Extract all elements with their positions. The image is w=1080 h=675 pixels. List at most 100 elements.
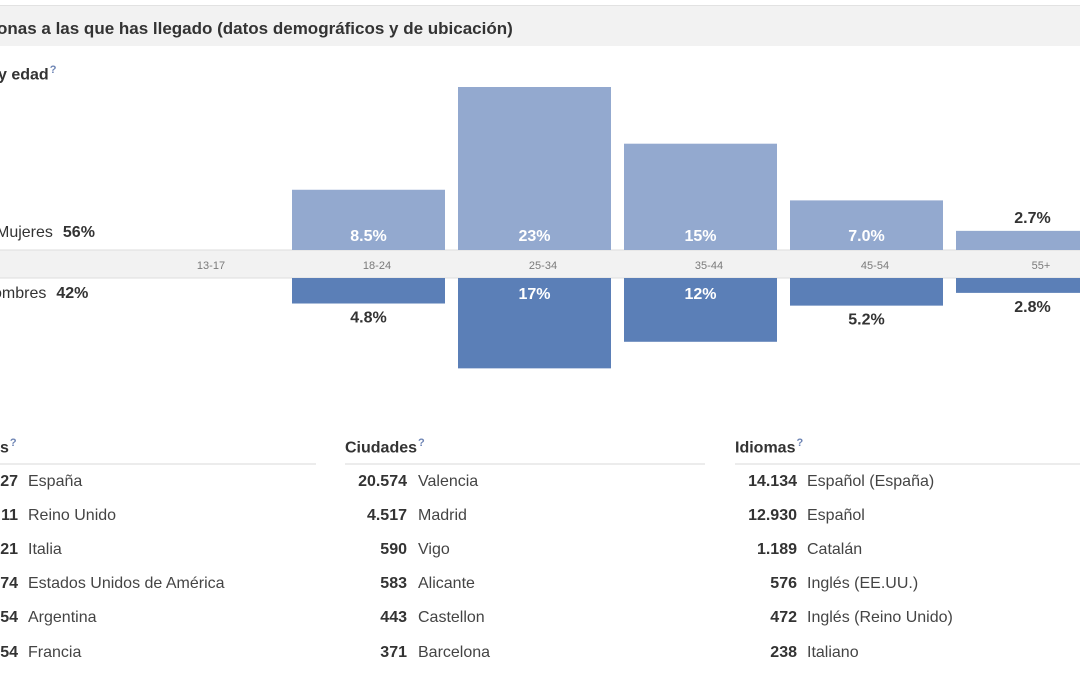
age-tick-label: 55+ <box>1032 260 1051 272</box>
language-row-name[interactable]: Italiano <box>807 644 859 661</box>
gender-age-section-title: y edad? <box>0 64 56 84</box>
country-row-name[interactable]: España <box>28 473 83 490</box>
female-summary: Mujeres 56% <box>0 224 95 242</box>
languages-header: Idiomas? <box>735 435 1080 465</box>
countries-header-text: s <box>0 439 9 457</box>
female-bar-label: 8.5% <box>350 228 386 245</box>
cities-header-text: Ciudades <box>345 439 418 457</box>
city-row-name[interactable]: Alicante <box>418 575 475 592</box>
languages-header-text: Idiomas <box>735 439 796 457</box>
country-row: 74 Estados Unidos de América <box>0 575 1080 597</box>
city-row: 443 Castellon <box>0 609 1080 631</box>
language-row: 238 Italiano <box>0 644 1080 666</box>
male-label: ombres <box>0 285 47 302</box>
country-row: 21 Italia <box>0 541 1080 563</box>
female-bar <box>292 189 445 250</box>
city-row: 20.574 Valencia <box>0 473 1080 495</box>
language-row: 12.930 Español <box>0 507 1080 529</box>
language-row-name[interactable]: Inglés (EE.UU.) <box>807 575 919 592</box>
help-icon[interactable]: ? <box>418 437 425 449</box>
age-gender-chart: 13-17 18-24 8.5% 4.8% 25-34 23% 17% 35-44 15% 12%… <box>0 87 1080 369</box>
female-bar <box>624 143 777 250</box>
language-row-count: 14.134 <box>748 473 797 490</box>
language-row: 14.134 Español (España) <box>0 473 1080 495</box>
male-bar-label: 17% <box>518 286 550 303</box>
country-row-count: 27 <box>0 473 18 490</box>
female-bar <box>956 230 1080 250</box>
female-bar-label: 23% <box>518 228 550 245</box>
country-row-name[interactable]: Estados Unidos de América <box>28 575 225 592</box>
country-row: 54 Francia <box>0 644 1080 666</box>
country-row-count: 74 <box>0 575 18 592</box>
language-row: 576 Inglés (EE.UU.) <box>0 575 1080 597</box>
age-axis-strip <box>0 250 1080 278</box>
age-tick-label: 25-34 <box>529 260 557 272</box>
age-tick-label: 35-44 <box>695 260 723 272</box>
city-row: 371 Barcelona <box>0 644 1080 666</box>
male-bar <box>458 278 611 369</box>
language-row-count: 576 <box>770 575 797 592</box>
country-row: 54 Argentina <box>0 609 1080 631</box>
female-label: Mujeres <box>0 224 53 241</box>
female-bar-label: 15% <box>684 228 716 245</box>
city-row: 590 Vigo <box>0 541 1080 563</box>
female-bar-label: 2.7% <box>1014 210 1050 227</box>
male-summary: ombres 42% <box>0 285 88 303</box>
male-bar <box>292 278 445 304</box>
male-bar <box>790 278 943 306</box>
city-row-count: 20.574 <box>358 473 407 490</box>
section-title-text: y edad <box>0 66 49 84</box>
female-bar <box>458 87 611 250</box>
country-row-count: 21 <box>0 541 18 558</box>
help-icon[interactable]: ? <box>9 437 17 449</box>
male-bar <box>624 278 777 342</box>
male-bar-label: 4.8% <box>350 310 386 327</box>
city-row-name[interactable]: Barcelona <box>418 644 491 661</box>
city-row-name[interactable]: Vigo <box>418 541 450 558</box>
language-row: 1.189 Catalán <box>0 541 1080 563</box>
language-row: 472 Inglés (Reino Unido) <box>0 609 1080 631</box>
country-row-count: 11 <box>1 507 18 524</box>
city-row: 4.517 Madrid <box>0 507 1080 529</box>
country-row-name[interactable]: Reino Unido <box>28 507 117 524</box>
male-percent: 42% <box>56 285 89 302</box>
help-icon[interactable]: ? <box>49 64 57 76</box>
language-row-name[interactable]: Español (España) <box>807 473 935 490</box>
age-tick-label: 13-17 <box>197 260 225 272</box>
language-row-count: 1.189 <box>756 541 797 558</box>
city-row-count: 443 <box>380 609 407 626</box>
help-icon[interactable]: ? <box>796 437 804 449</box>
male-bar-label: 12% <box>684 286 716 303</box>
cities-header: Ciudades? <box>345 435 705 465</box>
male-bar-label: 2.8% <box>1014 299 1050 316</box>
age-tick-label: 18-24 <box>363 260 391 272</box>
male-bar-label: 5.2% <box>848 312 884 329</box>
country-row: 11 Reino Unido <box>0 507 1080 529</box>
country-row-name[interactable]: Francia <box>28 644 82 661</box>
city-row-name[interactable]: Madrid <box>418 507 467 524</box>
city-row-name[interactable]: Valencia <box>418 473 479 490</box>
city-row-count: 590 <box>380 541 407 558</box>
country-row: 27 España <box>0 473 1080 495</box>
city-row-name[interactable]: Castellon <box>418 609 485 626</box>
female-bar-label: 7.0% <box>848 228 884 245</box>
language-row-count: 238 <box>770 644 797 661</box>
language-row-name[interactable]: Español <box>807 507 865 524</box>
header-bar: onas a las que has llegado (datos demogr… <box>0 5 1080 46</box>
female-bar <box>790 200 943 250</box>
city-row: 583 Alicante <box>0 575 1080 597</box>
country-row-count: 54 <box>0 644 18 661</box>
country-row-count: 54 <box>0 609 18 626</box>
city-row-count: 4.517 <box>366 507 407 524</box>
countries-header: s? <box>0 435 316 465</box>
language-row-count: 12.930 <box>748 507 797 524</box>
country-row-name[interactable]: Argentina <box>28 609 97 626</box>
city-row-count: 583 <box>380 575 407 592</box>
page-title: onas a las que has llegado (datos demogr… <box>0 19 513 38</box>
language-row-name[interactable]: Inglés (Reino Unido) <box>807 609 953 626</box>
language-row-name[interactable]: Catalán <box>807 541 863 558</box>
country-row-name[interactable]: Italia <box>28 541 62 558</box>
city-row-count: 371 <box>380 644 407 661</box>
male-bar <box>956 278 1080 293</box>
female-percent: 56% <box>62 224 95 241</box>
